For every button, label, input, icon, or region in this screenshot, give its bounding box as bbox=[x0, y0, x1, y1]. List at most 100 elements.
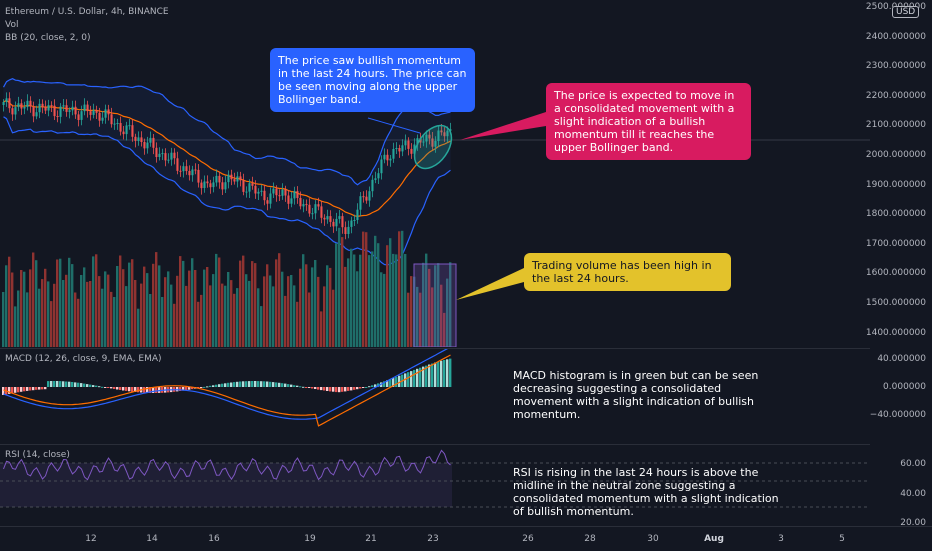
candle-body bbox=[119, 123, 122, 132]
candle-body bbox=[80, 111, 83, 120]
price-chart-canvas[interactable] bbox=[0, 0, 870, 347]
price-axis-tick-label: 2400.000000 bbox=[865, 31, 926, 42]
macd-histogram-bar bbox=[137, 387, 140, 393]
rsi-legend[interactable]: RSI (14, close) bbox=[5, 450, 70, 460]
macd-histogram-bar bbox=[338, 387, 341, 393]
candle-body bbox=[257, 191, 260, 194]
volume-bar bbox=[188, 270, 191, 347]
volume-bar bbox=[347, 258, 350, 347]
volume-bar bbox=[293, 285, 296, 347]
macd-histogram-bar bbox=[131, 387, 134, 392]
candle-body bbox=[245, 191, 248, 193]
price-axis-tick-label: 1700.000000 bbox=[865, 238, 926, 249]
macd-histogram-bar bbox=[116, 387, 119, 390]
currency-badge[interactable]: USD bbox=[892, 6, 920, 18]
candle-body bbox=[290, 198, 293, 204]
macd-histogram-bar bbox=[278, 382, 281, 387]
candle-body bbox=[110, 114, 113, 125]
candle-body bbox=[398, 148, 401, 152]
time-axis[interactable]: 12 14 16 19 21 23 26 28 30 Aug 3 5 bbox=[0, 526, 932, 551]
macd-histogram-bar bbox=[260, 381, 263, 387]
macd-axis[interactable]: 40.000000 0.000000 −40.000000 bbox=[870, 348, 932, 443]
volume-bar bbox=[176, 275, 179, 347]
candle-body bbox=[98, 112, 101, 121]
symbol-title[interactable]: Ethereum / U.S. Dollar, 4h, BINANCE bbox=[5, 7, 169, 17]
volume-bar bbox=[374, 235, 377, 347]
time-axis-label: 21 bbox=[365, 534, 377, 544]
candle-body bbox=[125, 125, 128, 135]
time-axis-label: 28 bbox=[584, 534, 596, 544]
macd-histogram-bar bbox=[236, 381, 239, 387]
bollinger-legend[interactable]: BB (20, close, 2, 0) bbox=[5, 33, 91, 43]
volume-bar bbox=[431, 287, 434, 347]
candle-body bbox=[347, 226, 350, 234]
macd-signal-line bbox=[3, 354, 451, 427]
macd-histogram-bar bbox=[344, 387, 347, 392]
price-axis-tick-label: 2300.000000 bbox=[865, 61, 926, 72]
macd-histogram-bar bbox=[203, 386, 206, 388]
candle-body bbox=[11, 108, 14, 115]
volume-bar bbox=[209, 285, 212, 347]
macd-histogram-bar bbox=[215, 384, 218, 387]
price-axis[interactable]: 2500.0000002400.0000002300.0000002200.00… bbox=[866, 0, 932, 347]
consolidation-callout: The price is expected to move in a conso… bbox=[546, 83, 751, 160]
volume-bar bbox=[308, 292, 311, 347]
volume-bar bbox=[224, 285, 227, 347]
price-axis-tick-label: 2000.000000 bbox=[865, 150, 926, 160]
volume-legend[interactable]: Vol bbox=[5, 20, 19, 30]
candle-body bbox=[17, 103, 20, 108]
volume-bar bbox=[404, 254, 407, 347]
volume-bar bbox=[191, 258, 194, 347]
candle-body bbox=[74, 106, 77, 115]
candle-body bbox=[368, 191, 371, 201]
volume-bar bbox=[440, 284, 443, 347]
corner-box bbox=[870, 528, 932, 548]
candle-body bbox=[332, 221, 335, 227]
candle-body bbox=[224, 182, 227, 190]
macd-histogram-bar bbox=[371, 385, 374, 387]
macd-histogram-bar bbox=[368, 386, 371, 388]
macd-histogram-bar bbox=[182, 387, 185, 391]
volume-bar bbox=[107, 274, 110, 347]
volume-bar bbox=[242, 255, 245, 347]
rsi-canvas[interactable] bbox=[0, 445, 870, 527]
volume-bar bbox=[260, 306, 263, 347]
candle-body bbox=[314, 204, 317, 214]
candle-body bbox=[287, 195, 290, 204]
macd-legend[interactable]: MACD (12, 26, close, 9, EMA, EMA) bbox=[5, 354, 162, 364]
macd-histogram-bar bbox=[305, 387, 308, 388]
macd-histogram-bar bbox=[119, 387, 122, 390]
volume-bar bbox=[179, 256, 182, 347]
macd-histogram-bar bbox=[68, 381, 71, 387]
volume-bar bbox=[128, 262, 131, 347]
candle-body bbox=[278, 195, 281, 197]
macd-canvas[interactable] bbox=[0, 349, 870, 444]
macd-histogram-bar bbox=[398, 375, 401, 387]
candle-body bbox=[143, 142, 146, 149]
volume-bar bbox=[401, 230, 404, 347]
macd-histogram-bar bbox=[362, 387, 365, 388]
macd-histogram-bar bbox=[395, 376, 398, 387]
macd-histogram-bar bbox=[62, 381, 65, 387]
candle-body bbox=[173, 152, 176, 159]
price-chart-pane[interactable] bbox=[0, 0, 870, 347]
candle-body bbox=[212, 182, 215, 188]
candle-body bbox=[83, 104, 86, 112]
candle-body bbox=[92, 110, 95, 115]
volume-bar bbox=[287, 276, 290, 347]
candle-body bbox=[413, 144, 416, 154]
volume-bar bbox=[422, 262, 425, 347]
macd-pane[interactable]: MACD (12, 26, close, 9, EMA, EMA) bbox=[0, 348, 870, 444]
volume-bar bbox=[338, 227, 341, 347]
macd-histogram-bar bbox=[281, 383, 284, 387]
volume-bar bbox=[131, 259, 134, 347]
volume-bar bbox=[368, 255, 371, 347]
chart-legend: Ethereum / U.S. Dollar, 4h, BINANCE Vol … bbox=[5, 6, 169, 45]
volume-bar bbox=[245, 274, 248, 347]
rsi-axis[interactable]: 60.00 40.00 20.00 bbox=[870, 444, 932, 528]
rsi-pane[interactable]: RSI (14, close) bbox=[0, 444, 870, 527]
bollinger-upper-band bbox=[2, 78, 451, 186]
volume-bar bbox=[281, 271, 284, 347]
volume-bar bbox=[299, 268, 302, 347]
time-axis-label: 16 bbox=[208, 534, 220, 544]
